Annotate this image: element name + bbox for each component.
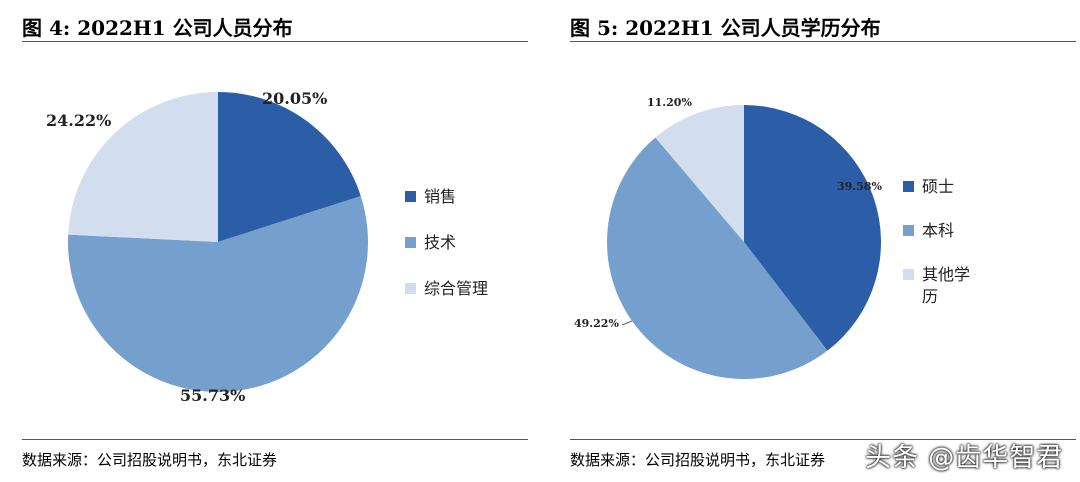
chart-title: 图 4: 2022H1 公司人员分布: [22, 12, 293, 41]
legend-swatch: [903, 225, 914, 236]
data-label: 11.20%: [647, 96, 692, 109]
leader-line: [621, 320, 633, 326]
pie-slice-1: [606, 137, 828, 380]
legend-swatch: [903, 181, 914, 192]
top-rule: [570, 41, 1076, 42]
legend-label: 综合管理: [424, 279, 488, 298]
watermark: 头条 @齿华智君: [865, 443, 1064, 473]
chart-title: 图 5: 2022H1 公司人员学历分布: [570, 12, 881, 41]
title-text: 2022H1 公司人员学历分布: [625, 16, 881, 40]
source-note: 数据来源：公司招股说明书，东北证券: [570, 451, 826, 469]
legend-swatch: [903, 269, 914, 280]
data-label: 20.05%: [262, 89, 327, 108]
source-note: 数据来源：公司招股说明书，东北证券: [22, 451, 278, 469]
data-label: 39.58%: [837, 180, 882, 193]
top-rule: [22, 41, 528, 42]
title-text: 2022H1 公司人员分布: [77, 16, 293, 40]
figure-label: 图 5:: [570, 16, 619, 40]
legend-swatch: [405, 237, 416, 248]
pie-slice-2: [68, 92, 218, 242]
data-label: 49.22%: [574, 317, 619, 330]
legend-label: 本科: [922, 221, 954, 240]
legend-label: 技术: [424, 233, 456, 252]
legend-label: 其他学历: [922, 265, 970, 306]
legend-swatch: [405, 191, 416, 202]
chart-panel-right: 图 5: 2022H1 公司人员学历分布 39.58% 49.22% 11.20% 硕…: [540, 0, 1080, 482]
legend-swatch: [405, 283, 416, 294]
legend-label: 硕士: [922, 177, 954, 196]
pie-slice-2: [655, 105, 744, 242]
chart-panel-left: 图 4: 2022H1 公司人员分布 20.05% 55.73% 24.22% 销售技…: [22, 12, 528, 469]
bottom-rule: [570, 439, 1076, 440]
pie-slice-1: [67, 196, 368, 392]
pie-slice-0: [218, 92, 361, 242]
legend-label: 销售: [424, 187, 456, 206]
data-label: 55.73%: [180, 386, 245, 405]
pie-slice-0: [744, 105, 881, 351]
bottom-rule: [22, 439, 528, 440]
data-label: 24.22%: [46, 111, 111, 130]
figure-label: 图 4:: [22, 16, 71, 40]
